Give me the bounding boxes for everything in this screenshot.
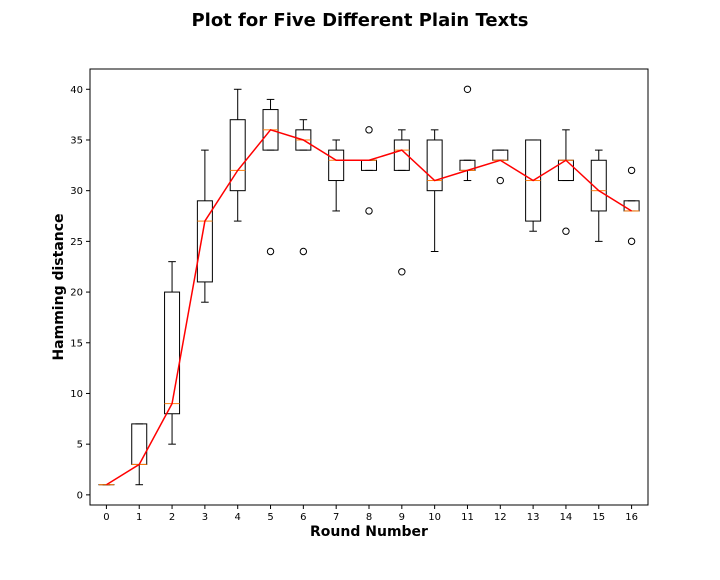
x-tick-label: 15 [592,512,605,523]
y-axis-label: Hamming distance [51,213,67,360]
box [362,160,377,170]
y-tick-label: 25 [70,237,83,248]
x-tick-label: 7 [333,512,339,523]
x-tick-label: 13 [527,512,540,523]
x-tick-label: 9 [399,512,405,523]
x-tick-label: 10 [428,512,441,523]
outlier-point [464,86,470,92]
y-tick-label: 40 [70,85,83,96]
x-tick-label: 4 [235,512,241,523]
outlier-point [399,269,405,275]
chart-title: Plot for Five Different Plain Texts [191,10,528,31]
x-tick-label: 5 [267,512,273,523]
x-tick-label: 2 [169,512,175,523]
box [493,150,508,160]
box [165,292,180,414]
x-tick-label: 8 [366,512,372,523]
x-tick-label: 0 [103,512,109,523]
y-tick-label: 35 [70,135,83,146]
outlier-point [366,127,372,133]
x-tick-label: 16 [625,512,638,523]
outlier-point [497,177,503,183]
x-tick-label: 1 [136,512,142,523]
plot-frame [90,69,648,505]
y-tick-label: 10 [70,389,83,400]
box [427,140,442,191]
outlier-point [267,248,273,254]
x-tick-label: 14 [560,512,573,523]
x-axis-label: Round Number [310,524,428,540]
box [230,120,245,191]
box [624,201,639,211]
x-tick-label: 3 [202,512,208,523]
box [329,150,344,180]
outlier-point [628,167,634,173]
y-tick-label: 0 [77,490,83,501]
x-tick-label: 6 [300,512,306,523]
median-trend-line [106,130,631,485]
y-tick-label: 30 [70,186,83,197]
outlier-point [366,208,372,214]
outlier-point [300,248,306,254]
x-tick-label: 11 [461,512,474,523]
y-tick-label: 20 [70,288,83,299]
y-tick-label: 15 [70,338,83,349]
y-tick-label: 5 [77,440,83,451]
x-tick-label: 12 [494,512,507,523]
outlier-point [628,238,634,244]
outlier-point [563,228,569,234]
box [132,424,147,465]
